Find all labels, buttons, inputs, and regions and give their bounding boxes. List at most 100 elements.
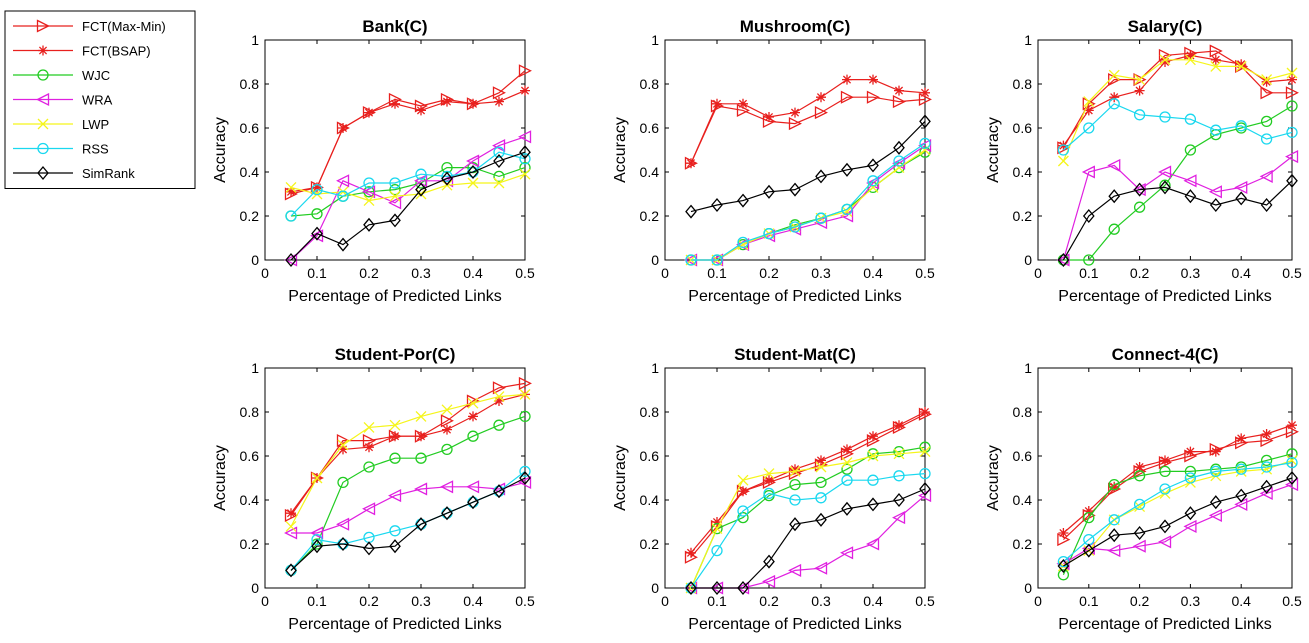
data-point — [711, 522, 723, 535]
data-point — [919, 137, 931, 150]
series-1 — [1058, 420, 1297, 538]
legend-label: FCT(BSAP) — [82, 44, 151, 59]
data-point — [841, 463, 853, 475]
series-line — [690, 446, 926, 589]
y-tick-label: 0 — [251, 580, 259, 596]
data-point — [1285, 86, 1299, 100]
data-point — [390, 98, 400, 109]
x-tick-label: 0.4 — [863, 593, 883, 609]
series-line — [691, 488, 926, 589]
data-point — [1208, 508, 1222, 522]
data-point — [893, 155, 905, 167]
series-line — [1063, 462, 1293, 563]
data-point — [1057, 569, 1070, 581]
data-point — [712, 98, 722, 109]
x-tick-label: 0.4 — [463, 265, 483, 281]
data-point — [1285, 150, 1299, 164]
series-line — [1063, 477, 1293, 567]
data-point — [493, 153, 505, 169]
data-point — [519, 410, 531, 423]
data-point — [789, 478, 801, 491]
data-point — [1286, 67, 1298, 79]
data-point — [711, 197, 723, 213]
plot-area — [1037, 39, 1293, 261]
data-point — [790, 464, 800, 475]
y-tick-label: 0 — [251, 252, 259, 268]
data-point — [764, 475, 774, 486]
series-1 — [686, 74, 930, 169]
data-point — [414, 482, 428, 496]
data-point — [816, 92, 826, 103]
data-point — [363, 195, 375, 207]
chart-title: Bank(C) — [362, 17, 427, 36]
data-point — [364, 442, 374, 453]
y-tick-label: 1 — [251, 360, 259, 376]
legend-label: LWP — [82, 117, 109, 132]
data-point — [1260, 197, 1273, 213]
data-point — [1184, 113, 1197, 125]
data-point — [338, 444, 348, 455]
series-line — [290, 477, 526, 571]
data-point — [1134, 74, 1146, 86]
legend-marker-triangle-right — [36, 19, 50, 33]
data-point — [492, 86, 506, 100]
data-point — [893, 470, 905, 482]
legend-item: FCT(BSAP) — [13, 44, 151, 59]
y-tick-label: 0.8 — [640, 404, 660, 420]
legend-item: RSS — [13, 142, 109, 157]
data-point — [1260, 115, 1273, 128]
data-point — [363, 461, 375, 473]
data-point — [493, 170, 505, 183]
data-point — [814, 561, 828, 575]
data-point — [867, 474, 879, 486]
data-point — [518, 376, 532, 390]
data-point — [868, 431, 878, 442]
data-point — [311, 539, 323, 554]
x-tick-label: 0 — [661, 265, 669, 281]
data-point — [892, 95, 906, 109]
x-tick-label: 0 — [261, 265, 269, 281]
data-point — [816, 455, 826, 466]
series-line — [290, 393, 526, 527]
data-point — [1082, 208, 1095, 224]
data-point — [416, 105, 426, 116]
data-point — [492, 139, 506, 153]
data-point — [364, 107, 374, 118]
x-tick-label: 0.2 — [759, 593, 779, 609]
data-point — [1184, 472, 1197, 484]
data-point — [337, 190, 349, 202]
x-tick-label: 0.3 — [811, 265, 831, 281]
data-point — [840, 209, 854, 223]
data-point — [788, 117, 802, 131]
y-tick-label: 1 — [1024, 32, 1032, 48]
x-tick-label: 0 — [261, 593, 269, 609]
data-point — [815, 212, 827, 224]
series-line — [1063, 484, 1293, 565]
data-point — [893, 445, 905, 458]
data-point — [415, 182, 427, 197]
data-point — [1057, 555, 1070, 568]
data-point — [1108, 73, 1122, 87]
data-point — [1259, 486, 1273, 500]
data-point — [1058, 528, 1069, 538]
data-point — [814, 216, 828, 230]
data-point — [1235, 465, 1247, 477]
x-tick-label: 0.2 — [1130, 593, 1150, 609]
data-point — [1108, 223, 1120, 235]
data-point — [1209, 495, 1222, 510]
data-point — [284, 526, 298, 540]
data-point — [919, 467, 931, 480]
data-point — [336, 517, 350, 531]
series-line — [690, 78, 926, 164]
data-point — [841, 206, 853, 218]
y-tick-label: 0 — [651, 252, 659, 268]
data-point — [1081, 165, 1095, 179]
data-point — [1057, 144, 1070, 156]
data-point — [519, 470, 531, 486]
chart-title: Student-Mat(C) — [734, 345, 856, 364]
data-point — [841, 501, 853, 516]
chart-panels: 0 0.1 0.2 0.3 0.4 0.5 0 0.2 0.4 0.6 0.8 1 Bank(C) Per… — [212, 17, 1302, 633]
data-point — [312, 182, 322, 193]
series-line — [1063, 103, 1293, 151]
